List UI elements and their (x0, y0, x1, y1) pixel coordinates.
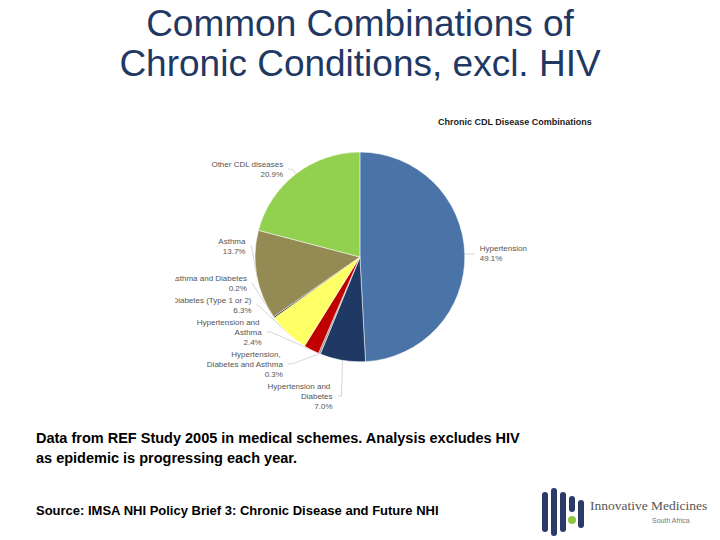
svg-text:Hypertension: Hypertension (480, 244, 527, 253)
svg-text:Other CDL diseases: Other CDL diseases (211, 160, 283, 169)
html-text:Source: IMSA NHI Policy Brief: Source: IMSA NHI Policy Brief 3: Chronic… (36, 503, 439, 518)
svg-text:Chronic CDL Disease Combinatio: Chronic CDL Disease Combinations (438, 117, 592, 127)
svg-text:Hypertension and: Hypertension and (268, 382, 333, 391)
svg-text:Diabetes: Diabetes (301, 392, 333, 401)
svg-text:2.4%: 2.4% (243, 338, 261, 347)
svg-text:0.3%: 0.3% (265, 370, 283, 379)
svg-text:6.3%: 6.3% (233, 306, 251, 315)
svg-text:Diabetes (Type 1 or 2): Diabetes (Type 1 or 2) (175, 296, 252, 305)
html-text:as epidemic is progressing eac: as epidemic is progressing each year. (36, 450, 298, 466)
svg-text:Asthma: Asthma (235, 328, 263, 337)
html-text:South Africa: South Africa (652, 517, 690, 524)
svg-text:0.2%: 0.2% (229, 284, 247, 293)
svg-text:Asthma and Diabetes: Asthma and Diabetes (175, 274, 247, 283)
svg-text:Diabetes and Asthma: Diabetes and Asthma (207, 360, 284, 369)
svg-text:Hypertension,: Hypertension, (231, 350, 283, 359)
html-text:Common Combinations of: Common Combinations of (146, 3, 574, 44)
html-text:Chronic Conditions, excl. HIV: Chronic Conditions, excl. HIV (119, 43, 601, 84)
html-text:Innovative Medicines: Innovative Medicines (590, 498, 708, 513)
svg-text:7.0%: 7.0% (314, 402, 332, 411)
svg-text:20.9%: 20.9% (260, 170, 283, 179)
svg-text:Asthma: Asthma (218, 237, 246, 246)
svg-text:Hypertension and: Hypertension and (197, 318, 262, 327)
svg-text:13.7%: 13.7% (223, 247, 246, 256)
svg-text:49.1%: 49.1% (480, 254, 503, 263)
html-text:Data from REF Study 2005 in me: Data from REF Study 2005 in medical sche… (36, 430, 520, 446)
